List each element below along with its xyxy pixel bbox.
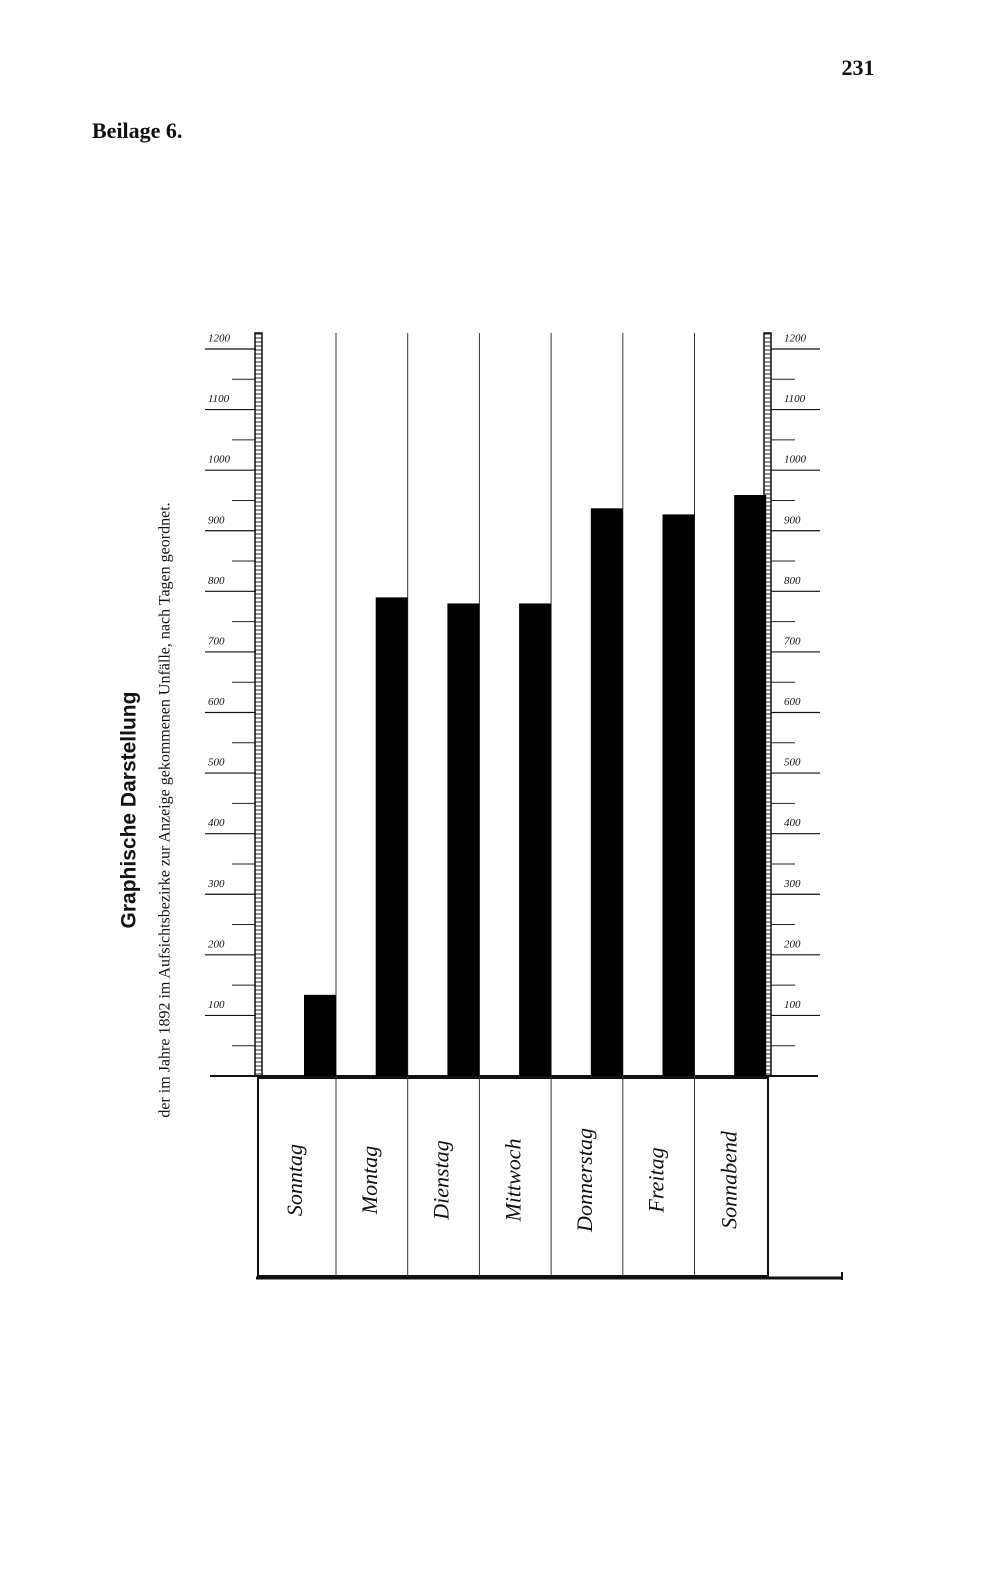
bar	[447, 603, 480, 1076]
x-tick-label: Dienstag	[429, 1140, 454, 1220]
y-tick-label: 700	[208, 635, 225, 647]
y2-tick-label: 300	[783, 878, 801, 890]
bar	[590, 508, 623, 1076]
left-axis-rail	[254, 332, 263, 1077]
label-table	[257, 1077, 769, 1277]
y2-tick-label: 800	[784, 575, 801, 587]
y2-tick-label: 700	[784, 635, 801, 647]
y-tick-label: 1200	[208, 333, 231, 345]
chart-title: Graphische Darstellung	[118, 692, 141, 929]
y2-tick-label: 400	[784, 817, 801, 829]
y-tick-label: 400	[208, 817, 225, 829]
y-tick-label: 600	[208, 696, 225, 708]
bar	[519, 603, 552, 1076]
y-tick-label: 500	[208, 757, 225, 769]
y2-tick-label: 900	[784, 514, 801, 526]
x-tick-label: Sonnabend	[716, 1130, 741, 1229]
x-tick-label: Sonntag	[282, 1144, 307, 1216]
y-tick-label: 800	[208, 575, 225, 587]
chart-subtitle: der im Jahre 1892 im Aufsichtsbezirke zu…	[157, 502, 174, 1117]
y-tick-label: 300	[207, 878, 225, 890]
x-tick-label: Mittwoch	[500, 1138, 525, 1222]
y-tick-label: 100	[208, 999, 225, 1011]
x-tick-label: Freitag	[644, 1147, 669, 1213]
bar	[304, 994, 336, 1076]
bar	[734, 495, 767, 1076]
page-number: 231	[842, 55, 875, 80]
y2-tick-label: 100	[784, 999, 801, 1011]
y2-tick-label: 600	[784, 696, 801, 708]
y-tick-label: 900	[208, 514, 225, 526]
y2-tick-label: 200	[784, 938, 801, 950]
x-tick-label: Montag	[357, 1146, 382, 1215]
y2-tick-label: 1100	[784, 393, 806, 405]
bar	[662, 514, 695, 1076]
x-tick-label: Donnerstag	[572, 1128, 597, 1233]
y-tick-label: 1100	[208, 393, 230, 405]
y2-tick-label: 500	[784, 757, 801, 769]
header: Beilage 6.	[92, 118, 182, 143]
y2-tick-label: 1200	[784, 333, 807, 345]
bar	[375, 597, 408, 1076]
y2-tick-label: 1000	[784, 454, 807, 466]
y-tick-label: 200	[208, 938, 225, 950]
y-tick-label: 1000	[208, 454, 231, 466]
